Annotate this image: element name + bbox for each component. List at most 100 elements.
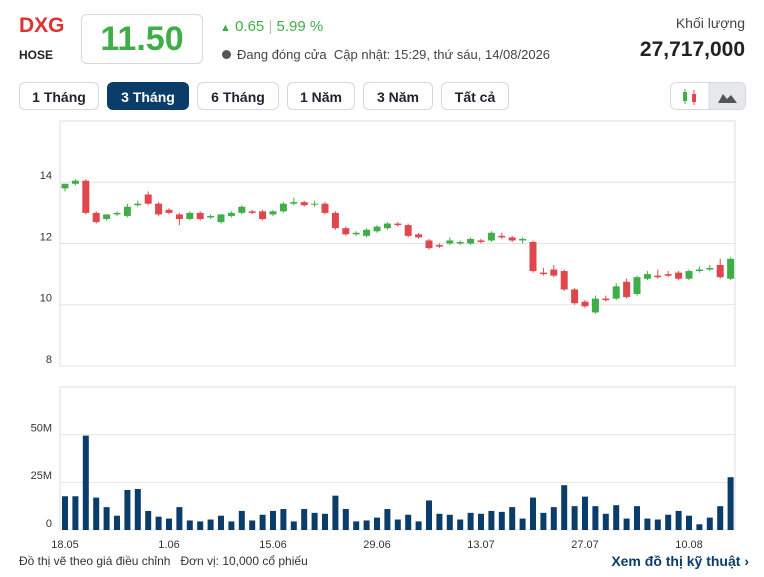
volume-bar bbox=[62, 496, 68, 530]
candle-body bbox=[71, 180, 79, 184]
tech-link[interactable]: Xem đồ thị kỹ thuật › bbox=[611, 553, 749, 569]
candle-body bbox=[539, 272, 547, 275]
volume-bar bbox=[415, 521, 422, 530]
candle-body bbox=[321, 203, 329, 213]
volume-bar bbox=[405, 514, 412, 530]
candle-body bbox=[123, 206, 131, 216]
candle-body bbox=[716, 264, 724, 278]
candle-body bbox=[175, 214, 183, 219]
volume-bar bbox=[238, 510, 245, 530]
volume-bar bbox=[530, 497, 536, 530]
volume-bar bbox=[374, 517, 380, 530]
candle-body bbox=[217, 214, 225, 223]
x-tick-label: 10.08 bbox=[675, 539, 703, 551]
volume-bar bbox=[478, 513, 484, 530]
volume-bar bbox=[540, 512, 547, 530]
candle-body bbox=[113, 212, 121, 215]
candle-body bbox=[342, 228, 350, 235]
volume-bar bbox=[509, 507, 516, 530]
candle-body bbox=[290, 202, 298, 204]
range-button[interactable]: 6 Tháng bbox=[197, 82, 279, 110]
candle-body bbox=[373, 226, 381, 232]
chart-type-toggle[interactable] bbox=[670, 82, 746, 110]
volume-bar bbox=[582, 496, 588, 530]
candle-body bbox=[404, 225, 412, 236]
candle-body bbox=[207, 215, 215, 218]
volume-bar bbox=[342, 509, 349, 530]
candle-body bbox=[352, 232, 360, 235]
candle-body bbox=[238, 206, 246, 213]
volume-bar bbox=[280, 509, 287, 530]
volume-bar bbox=[186, 520, 193, 530]
candle-body bbox=[196, 212, 204, 219]
volume-bar bbox=[249, 520, 256, 530]
candle-body bbox=[92, 212, 100, 223]
candle-body bbox=[363, 229, 371, 236]
y-tick-label: 12 bbox=[40, 231, 52, 243]
volume-bar bbox=[197, 521, 204, 530]
volume-bar bbox=[93, 497, 100, 530]
volume-bar bbox=[644, 518, 651, 530]
volume-bar bbox=[675, 510, 682, 530]
x-tick-label: 18.05 bbox=[51, 539, 79, 551]
range-button[interactable]: 1 Năm bbox=[287, 82, 355, 110]
updated: Cập nhật: 15:29, thứ sáu, 14/08/2026 bbox=[333, 47, 551, 62]
range-button[interactable]: Tất cả bbox=[441, 82, 509, 110]
change-pct: 5.99 % bbox=[276, 18, 324, 35]
candle-body bbox=[435, 245, 443, 247]
candle-body bbox=[165, 209, 173, 213]
candle-body bbox=[519, 238, 527, 241]
volume-bar bbox=[145, 510, 152, 530]
volume-bar bbox=[301, 509, 308, 530]
candle-body bbox=[623, 281, 631, 298]
symbol: DXG bbox=[19, 14, 65, 37]
range-button[interactable]: 3 Tháng bbox=[107, 82, 189, 110]
footer-note: Đồ thị vẽ theo giá điều chỉnh Đơn vị: 10… bbox=[19, 554, 308, 568]
y-tick-label: 50M bbox=[31, 423, 52, 435]
candle-body bbox=[643, 274, 651, 279]
volume-bar bbox=[176, 507, 183, 530]
candle-body bbox=[571, 289, 579, 304]
range-button[interactable]: 1 Tháng bbox=[19, 82, 99, 110]
candle-body bbox=[394, 223, 402, 226]
candle-body bbox=[300, 202, 308, 206]
volume-bar bbox=[290, 521, 297, 530]
candle-body bbox=[61, 183, 69, 189]
candle-body bbox=[227, 212, 235, 216]
volume-bar bbox=[519, 518, 526, 530]
volume-bar bbox=[155, 516, 162, 530]
candle-body bbox=[134, 203, 142, 206]
candle-body bbox=[425, 240, 433, 249]
candle-body bbox=[633, 277, 641, 295]
volume-bar bbox=[592, 506, 599, 530]
volume-bar bbox=[353, 521, 360, 530]
candle-body bbox=[664, 274, 672, 276]
volume-bar bbox=[623, 518, 630, 530]
volume-bar bbox=[561, 485, 568, 530]
volume-bar bbox=[322, 513, 328, 530]
volume-bar bbox=[270, 510, 276, 530]
candle-body bbox=[311, 203, 319, 205]
volume-bar bbox=[311, 512, 318, 530]
range-button[interactable]: 3 Năm bbox=[363, 82, 433, 110]
volume-bar bbox=[686, 515, 692, 530]
volume-bar bbox=[654, 519, 661, 530]
volume-label: Khối lượng bbox=[675, 15, 745, 31]
volume-bar bbox=[446, 514, 453, 530]
price: 11.50 bbox=[81, 14, 203, 64]
candle-body bbox=[550, 269, 558, 276]
volume-bar bbox=[124, 489, 131, 530]
candle-body bbox=[560, 271, 568, 290]
candle-body bbox=[685, 271, 693, 279]
volume-bar bbox=[550, 507, 557, 530]
exchange: HOSE bbox=[19, 48, 54, 62]
volume-bar bbox=[436, 513, 443, 530]
link-text[interactable]: Xem đồ thị kỹ thuật bbox=[611, 553, 741, 569]
candle-body bbox=[508, 237, 516, 241]
volume-bar bbox=[228, 521, 235, 530]
volume-bar bbox=[717, 506, 724, 530]
volume-bar bbox=[634, 506, 640, 530]
candle-body bbox=[612, 286, 620, 299]
volume-bar bbox=[394, 519, 401, 530]
